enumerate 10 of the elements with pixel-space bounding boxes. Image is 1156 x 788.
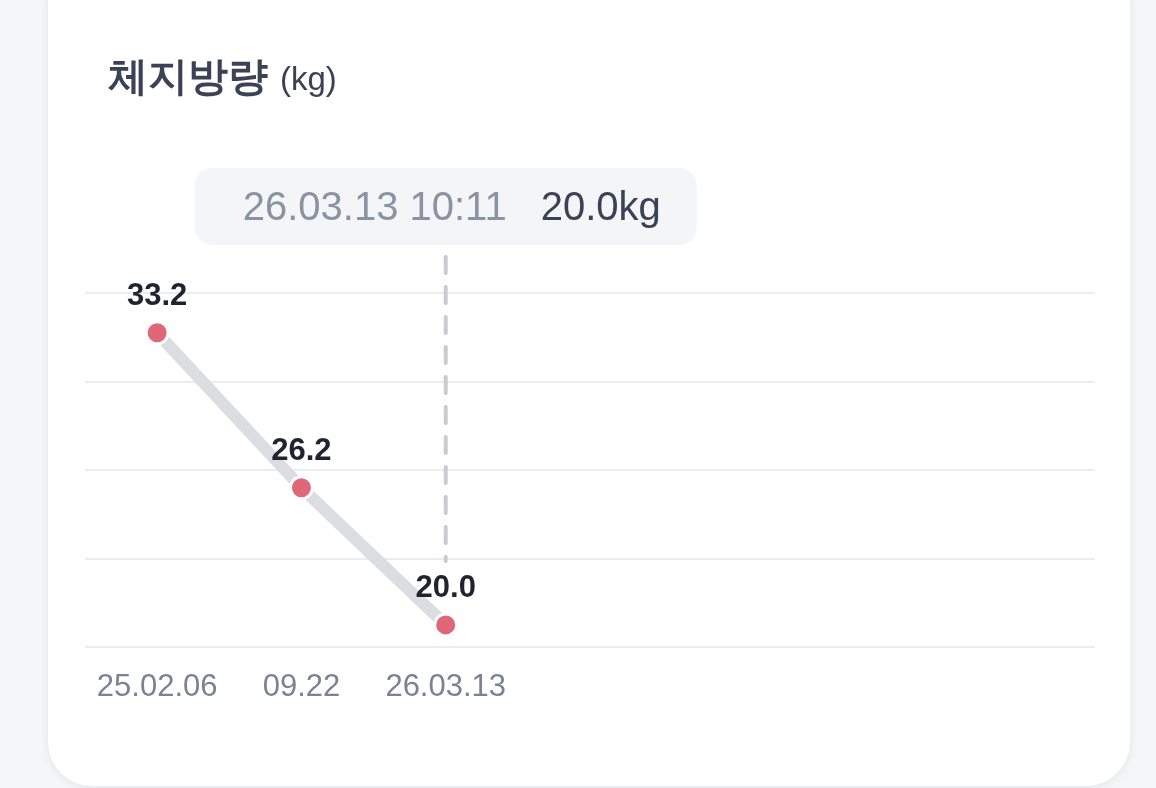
chart-title: 체지방량 — [108, 54, 268, 98]
text: 20.0kg — [540, 183, 661, 228]
text: 26.03.13 10:11 — [242, 183, 507, 228]
x-tick-label: 26.03.13 — [385, 668, 507, 704]
chart-subtitle: (kg) — [280, 60, 337, 97]
data-label: 20.0 — [415, 569, 476, 605]
x-tick-label: 25.02.06 — [96, 668, 218, 704]
data-label: 33.2 — [126, 277, 188, 313]
x-tick-label: 09.22 — [262, 668, 341, 704]
data-label: 26.2 — [271, 432, 332, 468]
